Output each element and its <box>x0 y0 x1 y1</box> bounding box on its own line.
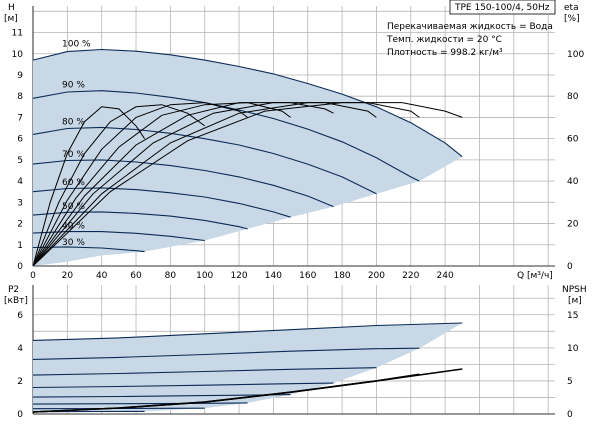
p-tick-label: 6 <box>17 311 23 321</box>
eta-curve <box>32 102 463 267</box>
x-tick-label: 20 <box>62 271 74 281</box>
speed-label: 30 % <box>62 238 85 248</box>
y2-tick-label: 20 <box>567 220 579 230</box>
npsh-tick-label: 5 <box>567 377 573 387</box>
eta-curve <box>32 102 334 267</box>
title-box <box>449 0 556 15</box>
power-curve-50 <box>32 402 248 405</box>
x-tick-label: 160 <box>299 271 316 281</box>
x-tick-label: 40 <box>96 271 108 281</box>
speed-label: 70 % <box>62 150 85 160</box>
x-tick-label: 200 <box>368 271 385 281</box>
x-tick-label: 240 <box>437 271 454 281</box>
y-tick-label: 4 <box>17 177 23 187</box>
head-curve-90 <box>32 90 420 182</box>
head-panel: 100 % 90 % 80 % 70 % 60 % 50 % 40 % 30 % 0 1 2 3 4 5 6… <box>4 0 584 281</box>
head-curve-80 <box>32 126 377 195</box>
power-curve-60 <box>32 394 291 398</box>
y2-tick-label: 0 <box>567 262 573 272</box>
speed-label: 50 % <box>62 202 85 212</box>
eta-curve <box>32 106 146 267</box>
p-axis-unit: [кВт] <box>4 296 28 306</box>
npsh-curve <box>32 373 420 413</box>
y2-tick-label: 100 <box>567 50 584 60</box>
speed-label: 80 % <box>62 117 85 127</box>
p-axis-label: P2 <box>8 285 19 295</box>
head-curve-70 <box>32 159 334 208</box>
y2-tick-label: 60 <box>567 135 579 145</box>
x-tick-label: 80 <box>165 271 177 281</box>
y-tick-label: 5 <box>17 156 23 166</box>
chart-title: TPE 150-100/4, 50Hz <box>454 3 550 13</box>
y2-axis-label: eta <box>564 3 579 13</box>
y2-tick-label: 80 <box>567 92 579 102</box>
speed-label: 40 % <box>62 222 85 232</box>
speed-label: 100 % <box>62 40 91 50</box>
head-curve-30 <box>32 246 145 253</box>
power-range-area <box>33 323 463 413</box>
x-tick-label: 0 <box>30 271 36 281</box>
y-tick-label: 10 <box>12 50 24 60</box>
p-tick-label: 4 <box>17 344 23 354</box>
y2-axis-unit: [%] <box>564 14 580 24</box>
power-panel: 0 2 4 6 0 5 10 15 P2[кВт] NPSH[м] <box>4 285 587 420</box>
x-axis-label: Q <box>517 271 524 281</box>
eta-curve <box>32 104 205 267</box>
power-curve-80 <box>32 367 377 376</box>
eta-curve <box>32 102 377 267</box>
y-tick-label: 11 <box>12 29 23 39</box>
y-tick-label: 1 <box>17 241 23 251</box>
power-curve-90 <box>32 347 420 360</box>
y-axis-unit: [м] <box>4 14 18 24</box>
y-axis-label: H <box>8 3 15 13</box>
y-tick-label: 7 <box>17 113 23 123</box>
y-tick-label: 3 <box>17 198 23 208</box>
eta-curve <box>32 102 420 267</box>
p-tick-label: 2 <box>17 377 23 387</box>
npsh-axis-unit: [м] <box>568 296 582 306</box>
y-tick-label: 6 <box>17 135 23 145</box>
y-tick-label: 2 <box>17 220 23 230</box>
fluid-info-line: Темп. жидкости = 20 °C <box>386 35 502 45</box>
fluid-info-line: Плотность = 998.2 кг/м³ <box>387 48 503 58</box>
head-curve-60 <box>32 187 291 218</box>
y-tick-label: 0 <box>17 262 23 272</box>
x-tick-label: 180 <box>333 271 350 281</box>
x-tick-label: 120 <box>230 271 247 281</box>
y-tick-label: 9 <box>17 71 23 81</box>
x-axis-unit: [м³/ч] <box>527 271 553 281</box>
npsh-tick-label: 10 <box>567 344 579 354</box>
power-curve-70 <box>32 382 334 389</box>
fluid-info-line: Перекачиваемая жидкость = Вода <box>387 22 553 32</box>
operating-range-area <box>33 49 463 266</box>
y2-tick-label: 40 <box>567 177 579 187</box>
x-tick-label: 60 <box>130 271 142 281</box>
x-tick-label: 100 <box>196 271 213 281</box>
head-curve-100 <box>32 48 463 158</box>
x-tick-label: 220 <box>402 271 419 281</box>
x-tick-label: 140 <box>265 271 282 281</box>
npsh-tick-label: 0 <box>567 410 573 420</box>
power-curve-100 <box>32 322 463 341</box>
y-tick-label: 8 <box>17 92 23 102</box>
npsh-tick-label: 15 <box>567 311 578 321</box>
npsh-axis-label: NPSH <box>562 285 587 295</box>
p-tick-label: 0 <box>17 410 23 420</box>
speed-label: 90 % <box>62 81 85 91</box>
speed-label: 60 % <box>62 178 85 188</box>
